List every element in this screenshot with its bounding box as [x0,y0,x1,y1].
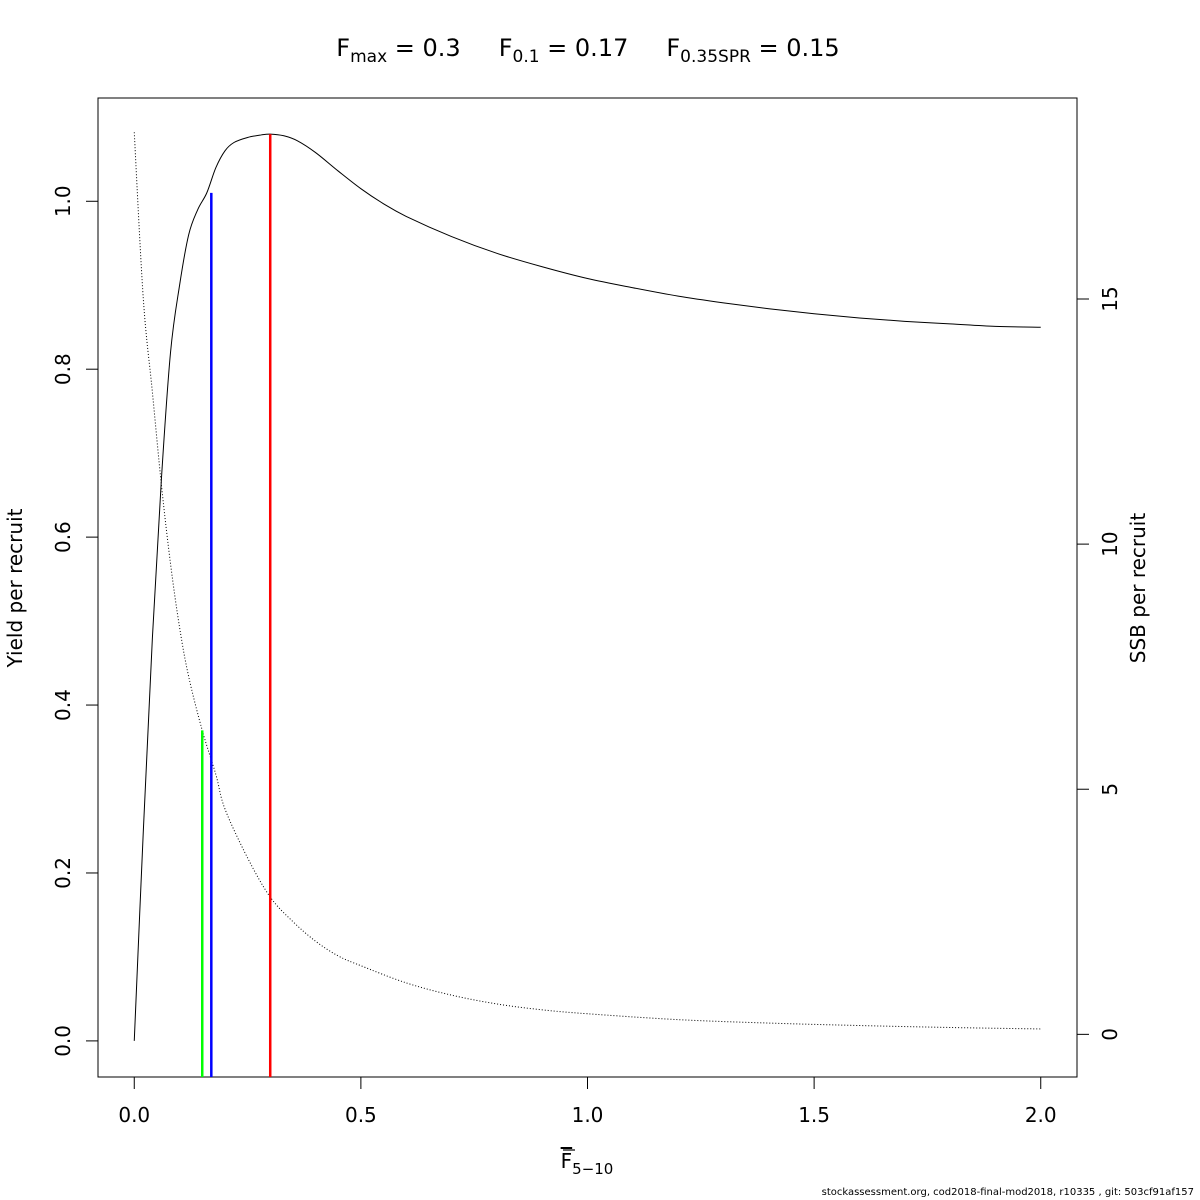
title-part-value: = 0.15 [751,34,840,62]
y-axis-left: 0.0 0.2 0.4 0.6 0.8 1.0 [51,185,99,1057]
y2-tick-label: 0 [1098,1028,1122,1041]
reference-lines [200,134,272,1077]
title-part-sub: 0.35SPR [680,47,751,67]
y2-tick-label: 10 [1098,531,1122,556]
x-tick-label: 1.5 [798,1103,830,1127]
series-group [133,132,1041,1041]
title-part-sub: 0.1 [513,47,540,67]
ssb-per-recruit-line [133,132,1041,1030]
y-axis-right: 0 5 10 15 [1076,286,1122,1041]
title-part-value: = 0.17 [540,34,629,62]
y2-tick-label: 5 [1098,783,1122,796]
y2-axis-title: SSB per recruit [1126,513,1150,664]
title-part-main: F [666,34,680,62]
title-text: Fmax = 0.3 F0.1 = 0.17 F0.35SPR = 0.15 [336,34,839,67]
x-axis-title-sub: 5−10 [572,1160,613,1178]
x-axis-title: F5−10 [561,1149,614,1178]
footer-note: stockassessment.org, cod2018-final-mod20… [821,1187,1194,1198]
y-tick-label: 0.6 [51,521,75,553]
x-axis-title-main: F [561,1149,573,1173]
x-tick-label: 0.5 [345,1103,377,1127]
y2-tick-label: 15 [1098,286,1122,311]
y-tick-label: 0.2 [51,857,75,889]
y-tick-label: 0.8 [51,353,75,385]
title-part-value: = 0.3 [387,34,461,62]
x-tick-label: 2.0 [1025,1103,1057,1127]
y-axis-title: Yield per recruit [3,508,27,668]
chart-title: Fmax = 0.3 F0.1 = 0.17 F0.35SPR = 0.15 [336,34,839,67]
x-tick-label: 1.0 [572,1103,604,1127]
y-tick-label: 0.4 [51,689,75,721]
title-part-main: F [499,34,513,62]
title-part-sub: max [350,47,387,67]
yield-per-recruit-line [133,133,1041,1041]
y-tick-label: 1.0 [51,185,75,217]
x-tick-label: 0.0 [118,1103,150,1127]
plot-area-frame [97,97,1078,1078]
y-tick-label: 0.0 [51,1025,75,1057]
title-part-main: F [336,34,350,62]
x-axis: 0.0 0.5 1.0 1.5 2.0 [118,1076,1057,1127]
